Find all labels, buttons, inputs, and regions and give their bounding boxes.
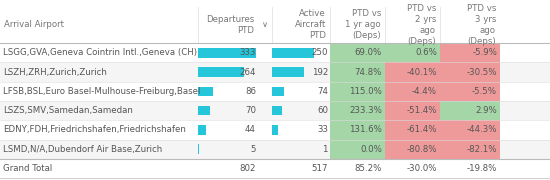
- Text: LSMD,N/A,Dubendorf Air Base,Zurich: LSMD,N/A,Dubendorf Air Base,Zurich: [3, 145, 162, 154]
- Text: LSZS,SMV,Samedan,Samedan: LSZS,SMV,Samedan,Samedan: [3, 106, 133, 115]
- Text: 1: 1: [322, 145, 328, 154]
- Bar: [0, 101, 550, 120]
- Bar: [440, 62, 500, 82]
- Text: 33: 33: [317, 125, 328, 134]
- Text: 802: 802: [239, 164, 256, 173]
- Text: -5.5%: -5.5%: [472, 87, 497, 96]
- Text: 517: 517: [311, 164, 328, 173]
- Bar: [272, 125, 278, 135]
- Bar: [198, 87, 213, 96]
- Bar: [198, 144, 199, 154]
- Bar: [440, 101, 500, 120]
- Bar: [440, 120, 500, 140]
- Bar: [330, 82, 385, 101]
- Text: 333: 333: [239, 48, 256, 57]
- Text: 86: 86: [245, 87, 256, 96]
- Text: -82.1%: -82.1%: [466, 145, 497, 154]
- Text: Grand Total: Grand Total: [3, 164, 52, 173]
- Text: 5: 5: [250, 145, 256, 154]
- Bar: [385, 120, 440, 140]
- Bar: [330, 62, 385, 82]
- Bar: [272, 67, 304, 77]
- Text: 0.0%: 0.0%: [360, 145, 382, 154]
- Text: 70: 70: [245, 106, 256, 115]
- Text: -51.4%: -51.4%: [406, 106, 437, 115]
- Text: -40.1%: -40.1%: [406, 68, 437, 76]
- Text: LSZH,ZRH,Zurich,Zurich: LSZH,ZRH,Zurich,Zurich: [3, 68, 107, 76]
- Bar: [198, 125, 206, 135]
- Text: 74: 74: [317, 87, 328, 96]
- Text: -61.4%: -61.4%: [406, 125, 437, 134]
- Bar: [198, 67, 244, 77]
- Bar: [0, 140, 550, 159]
- Bar: [440, 43, 500, 62]
- Text: PTD vs
1 yr ago
(Deps): PTD vs 1 yr ago (Deps): [345, 9, 381, 40]
- Text: 2.9%: 2.9%: [475, 106, 497, 115]
- Text: 74.8%: 74.8%: [355, 68, 382, 76]
- Bar: [330, 140, 385, 159]
- Text: 233.3%: 233.3%: [349, 106, 382, 115]
- Text: Arrival Airport: Arrival Airport: [4, 20, 64, 29]
- Text: Departures
PTD: Departures PTD: [206, 15, 254, 35]
- Bar: [272, 48, 314, 58]
- Text: PTD vs
3 yrs
ago
(Deps): PTD vs 3 yrs ago (Deps): [466, 4, 496, 46]
- Bar: [385, 82, 440, 101]
- Text: EDNY,FDH,Friedrichshafen,Friedrichshafen: EDNY,FDH,Friedrichshafen,Friedrichshafen: [3, 125, 186, 134]
- Bar: [0, 82, 550, 101]
- Bar: [0, 6, 550, 43]
- Bar: [330, 120, 385, 140]
- Text: 85.2%: 85.2%: [355, 164, 382, 173]
- Text: 60: 60: [317, 106, 328, 115]
- Text: Active
Aircraft
PTD: Active Aircraft PTD: [295, 9, 326, 40]
- Bar: [0, 159, 550, 178]
- Bar: [198, 106, 210, 115]
- Bar: [385, 43, 440, 62]
- Bar: [330, 101, 385, 120]
- Bar: [385, 140, 440, 159]
- Text: -44.3%: -44.3%: [466, 125, 497, 134]
- Text: -19.8%: -19.8%: [466, 164, 497, 173]
- Bar: [440, 140, 500, 159]
- Text: LSGG,GVA,Geneva Cointrin Intl.,Geneva (CH): LSGG,GVA,Geneva Cointrin Intl.,Geneva (C…: [3, 48, 197, 57]
- Text: -30.5%: -30.5%: [466, 68, 497, 76]
- Bar: [330, 43, 385, 62]
- Bar: [385, 101, 440, 120]
- Bar: [0, 43, 550, 62]
- Text: 69.0%: 69.0%: [355, 48, 382, 57]
- Bar: [385, 62, 440, 82]
- Bar: [198, 48, 256, 58]
- Text: 192: 192: [312, 68, 328, 76]
- Text: -5.9%: -5.9%: [472, 48, 497, 57]
- Text: 250: 250: [311, 48, 328, 57]
- Text: -30.0%: -30.0%: [406, 164, 437, 173]
- Text: -4.4%: -4.4%: [412, 87, 437, 96]
- Text: 0.6%: 0.6%: [415, 48, 437, 57]
- Text: 131.6%: 131.6%: [349, 125, 382, 134]
- Bar: [272, 106, 282, 115]
- Text: -80.8%: -80.8%: [406, 145, 437, 154]
- Bar: [0, 62, 550, 82]
- Text: 44: 44: [245, 125, 256, 134]
- Text: LFSB,BSL,Euro Basel-Mulhouse-Freiburg,Basel: LFSB,BSL,Euro Basel-Mulhouse-Freiburg,Ba…: [3, 87, 200, 96]
- Text: 264: 264: [239, 68, 256, 76]
- Text: PTD vs
2 yrs
ago
(Deps): PTD vs 2 yrs ago (Deps): [406, 4, 436, 46]
- Text: ∨: ∨: [262, 20, 268, 29]
- Bar: [440, 82, 500, 101]
- Bar: [0, 120, 550, 140]
- Text: 115.0%: 115.0%: [349, 87, 382, 96]
- Bar: [272, 87, 284, 96]
